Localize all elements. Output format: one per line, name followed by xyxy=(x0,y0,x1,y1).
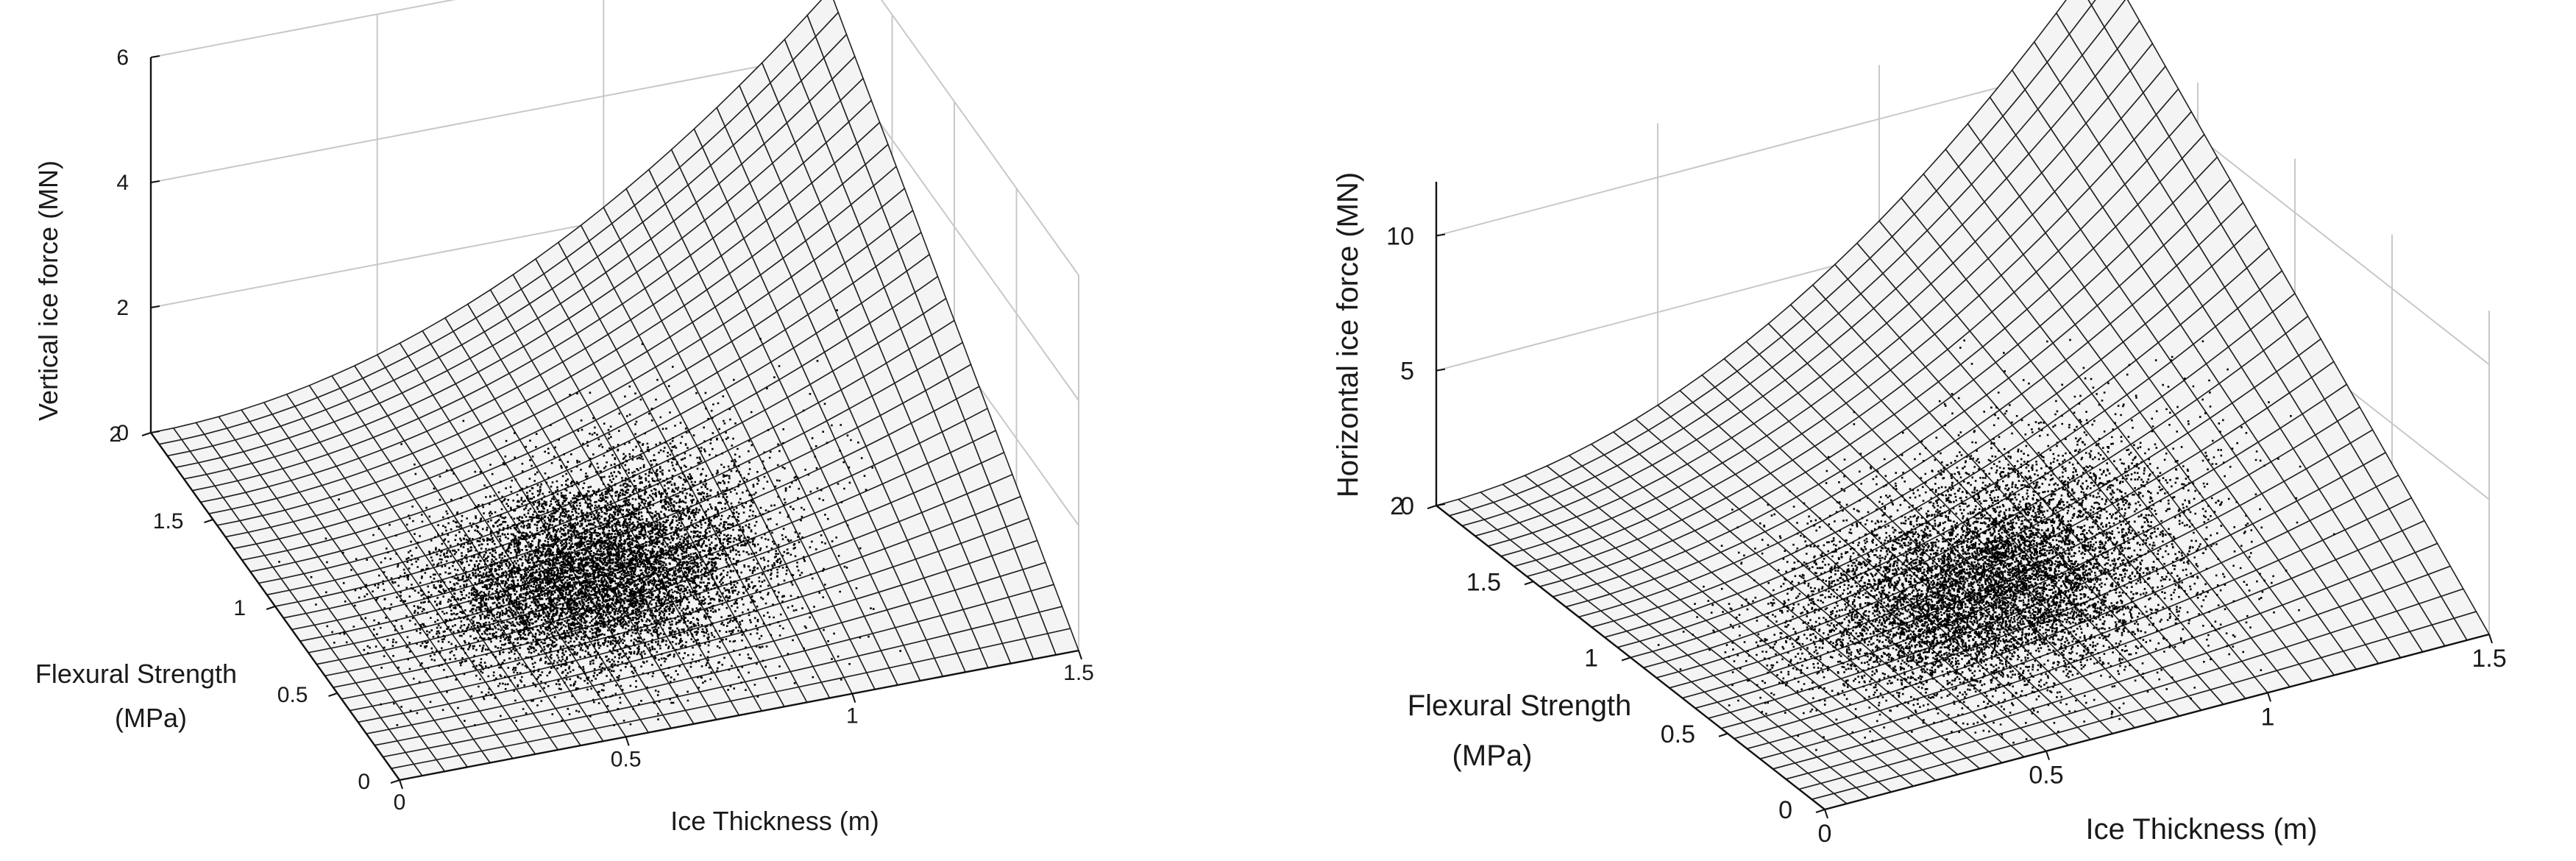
x-axis-line xyxy=(399,649,1079,782)
x-tick xyxy=(1078,650,1082,660)
grid-line xyxy=(150,0,456,58)
z-tick xyxy=(150,55,160,58)
x-tick-label: 1.5 xyxy=(2472,645,2506,673)
vertical-z-axis-label: Vertical ice force (MN) xyxy=(33,160,63,421)
z-tick xyxy=(150,180,160,183)
y-tick-label: 1.5 xyxy=(1466,568,1501,596)
grid-line xyxy=(150,52,831,183)
y-tick-label: 1.5 xyxy=(153,509,184,534)
y-tick xyxy=(390,779,400,784)
vertical-force-scatter xyxy=(278,309,901,726)
horizontal-z-axis-label: Horizontal ice force (MN) xyxy=(1332,172,1364,497)
y-tick xyxy=(141,432,152,436)
z-tick xyxy=(150,305,160,308)
grid-line xyxy=(1436,60,2101,237)
y-tick-label: 0 xyxy=(358,770,370,794)
y-tick-label: 1 xyxy=(233,596,246,620)
vertical-y-axis-label-line1: Flexural Strength xyxy=(35,659,237,689)
y-tick xyxy=(328,692,338,697)
x-tick-label: 0 xyxy=(394,790,406,815)
vertical-y-axis-label-line2: (MPa) xyxy=(115,703,187,733)
x-tick-label: 1 xyxy=(846,704,859,729)
surface-patch xyxy=(2087,0,2096,7)
y-tick-label: 2 xyxy=(109,422,121,447)
horizontal-y-axis-label-line2: (MPa) xyxy=(1452,740,1533,772)
x-tick-label: 1.5 xyxy=(1063,661,1094,685)
z-tick-label: 0 xyxy=(116,421,129,445)
x-tick-label: 1 xyxy=(2261,703,2275,731)
vertical-force-surface xyxy=(149,0,1080,781)
y-tick-label: 0.5 xyxy=(277,683,308,707)
y-tick xyxy=(266,606,276,610)
vertical-x-axis-label: Ice Thickness (m) xyxy=(670,806,879,836)
x-tick xyxy=(399,779,403,790)
z-tick-label: 10 xyxy=(1386,222,1414,250)
horizontal-y-axis-label-line1: Flexural Strength xyxy=(1408,690,1632,722)
z-tick-label: 0 xyxy=(1400,492,1414,520)
x-tick-label: 0.5 xyxy=(2029,762,2063,790)
x-tick-label: 0 xyxy=(1818,820,1832,848)
x-tick xyxy=(851,693,856,703)
z-tick-label: 5 xyxy=(1400,358,1414,386)
x-tick-label: 0.5 xyxy=(611,747,642,771)
horizontal-x-axis-label: Ice Thickness (m) xyxy=(2086,813,2318,846)
y-tick-label: 0.5 xyxy=(1661,720,1695,748)
y-tick-label: 0 xyxy=(1778,796,1792,824)
x-tick xyxy=(625,737,630,746)
y-tick xyxy=(204,519,213,523)
scatter-points xyxy=(278,309,901,726)
z-tick xyxy=(150,431,160,433)
z-tick-label: 6 xyxy=(116,46,129,70)
z-tick-label: 2 xyxy=(116,296,129,320)
y-tick-label: 1 xyxy=(1584,645,1598,673)
z-tick-label: 4 xyxy=(116,171,129,195)
